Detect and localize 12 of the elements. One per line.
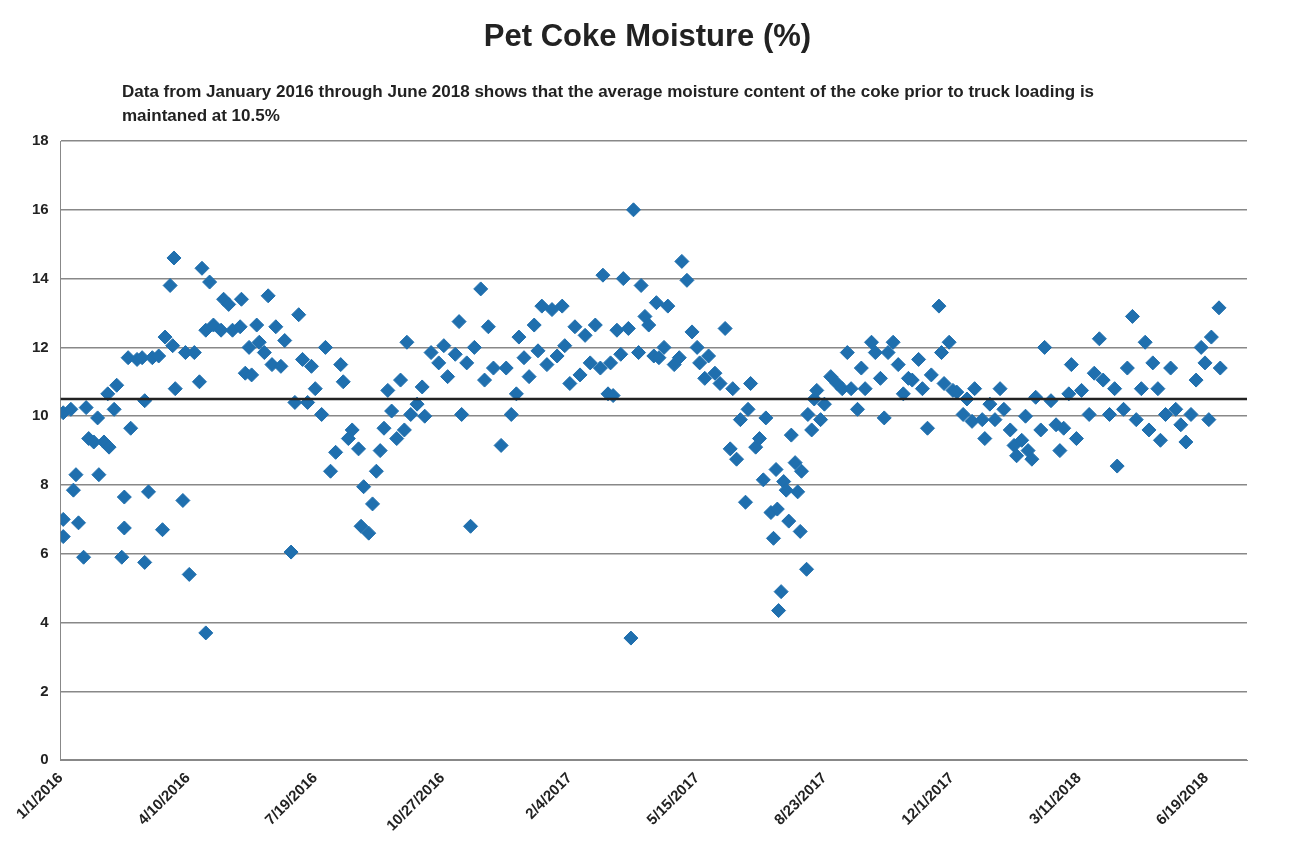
y-tick-label: 2	[40, 681, 49, 699]
y-tick-label: 8	[40, 475, 49, 493]
y-tick-label: 16	[32, 199, 49, 217]
y-tick-label: 12	[32, 337, 49, 355]
y-tick-label: 18	[32, 131, 49, 149]
y-tick-label: 14	[32, 268, 50, 286]
y-tick-label: 4	[40, 612, 50, 630]
y-tick-label: 0	[40, 750, 49, 768]
chart-title: Pet Coke Moisture (%)	[482, 18, 813, 54]
y-tick-label: 6	[40, 543, 49, 561]
chart-subtitle: Data from January 2016 through June 2018 shows that the average moisture content of the coke prior to truck loading is maintaned at 10.5%	[122, 81, 1096, 127]
y-tick-label: 10	[32, 406, 49, 424]
